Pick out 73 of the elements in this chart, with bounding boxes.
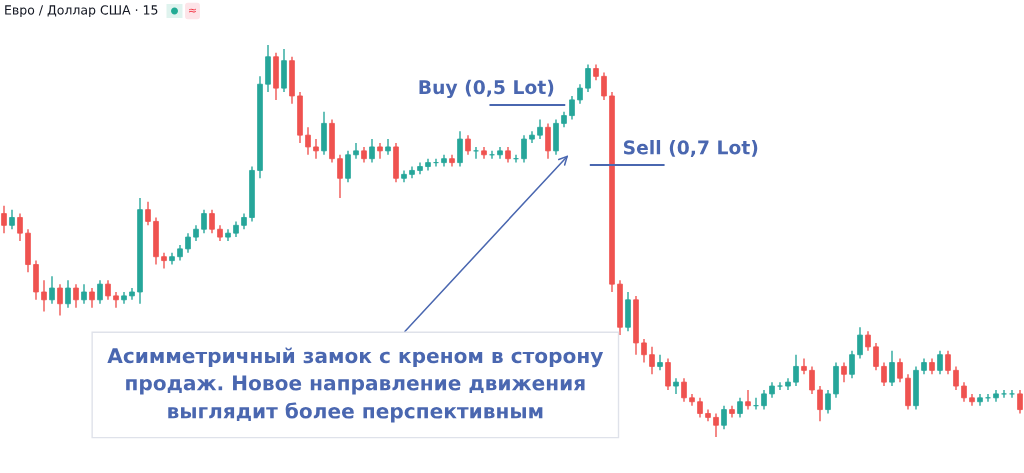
candlestick xyxy=(545,122,551,160)
candlestick xyxy=(817,385,823,423)
candlestick xyxy=(897,357,903,383)
candlestick xyxy=(681,377,687,403)
candlestick xyxy=(73,283,79,309)
candlestick xyxy=(345,150,351,183)
candlestick xyxy=(369,138,375,164)
candlestick xyxy=(657,353,663,372)
candlestick xyxy=(849,350,855,379)
candlestick xyxy=(1017,389,1023,415)
candlestick xyxy=(89,287,95,309)
candlestick xyxy=(385,138,391,156)
candlestick xyxy=(353,142,359,160)
candlestick xyxy=(97,279,103,305)
candlestick xyxy=(961,381,967,403)
candlestick xyxy=(577,83,583,105)
candlestick xyxy=(953,365,959,391)
candlestick xyxy=(665,357,671,391)
candlestick xyxy=(1009,389,1015,399)
candlestick xyxy=(521,134,527,164)
candlestick xyxy=(49,275,55,305)
candlestick xyxy=(105,279,111,301)
annotation: Buy (0,5 Lot) xyxy=(419,79,554,99)
candlestick xyxy=(65,279,71,309)
candlestick xyxy=(113,291,119,309)
candlestick xyxy=(569,95,575,121)
candlestick xyxy=(81,283,87,305)
candlestick xyxy=(697,397,703,419)
candlestick xyxy=(881,361,887,387)
candlestick xyxy=(889,350,895,387)
text: ≈ xyxy=(189,8,196,13)
annotation: Асимметричный замок с креном в сторону продаж. Новое направление движения выглядит более перспективным xyxy=(107,347,604,423)
candlestick xyxy=(945,350,951,375)
candlestick xyxy=(865,330,871,352)
candlestick xyxy=(337,154,343,199)
candlestick xyxy=(841,361,847,383)
candlestick xyxy=(745,389,751,411)
candlestick xyxy=(313,138,319,160)
candlestick xyxy=(305,126,311,156)
candlestick xyxy=(777,381,783,391)
candlestick xyxy=(377,142,383,160)
candlestick xyxy=(1001,389,1007,399)
candlestick xyxy=(937,350,943,375)
candlestick xyxy=(9,208,15,230)
candlestick xyxy=(41,279,47,313)
candlestick xyxy=(825,389,831,415)
candlestick xyxy=(161,252,167,270)
annotation: Sell (0,7 Lot) xyxy=(623,139,758,157)
candlestick xyxy=(873,342,879,372)
candlestick xyxy=(649,346,655,375)
candlestick xyxy=(713,412,719,438)
candlestick xyxy=(57,283,63,317)
candlestick xyxy=(465,134,471,156)
candlestick xyxy=(601,71,607,101)
candlestick xyxy=(673,377,679,395)
candlestick xyxy=(585,63,591,93)
candlestick xyxy=(201,208,207,234)
candlestick xyxy=(809,365,815,395)
candlestick xyxy=(209,208,215,234)
candlestick xyxy=(185,232,191,254)
candlestick xyxy=(857,326,863,360)
candlestick xyxy=(801,357,807,375)
candlestick xyxy=(641,338,647,364)
candlestick xyxy=(721,404,727,430)
candlestick xyxy=(457,130,463,168)
candlestick xyxy=(537,118,543,140)
candlestick xyxy=(793,353,799,387)
candlestick xyxy=(145,201,151,227)
candlestick xyxy=(761,389,767,411)
candlestick xyxy=(737,397,743,419)
candlestick xyxy=(1,205,7,234)
candlestick xyxy=(17,212,23,242)
chart-title: Евро / Доллар США · 15 xyxy=(5,5,158,18)
